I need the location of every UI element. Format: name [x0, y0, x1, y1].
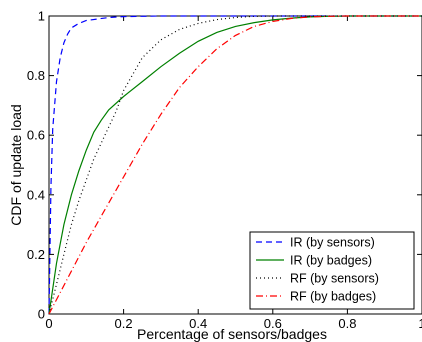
x-tick-label: 0.4	[189, 316, 207, 331]
y-tick-label: 0.4	[27, 187, 45, 202]
legend-label: IR (by sensors)	[290, 236, 375, 250]
series-lines	[48, 15, 422, 315]
legend: IR (by sensors) IR (by badges) RF (by sens…	[249, 231, 415, 310]
x-tick-label: 1	[418, 316, 422, 331]
y-tick-label: 1	[38, 9, 45, 24]
x-tick-label: 0.6	[264, 316, 282, 331]
x-tick-label: 0.8	[338, 316, 356, 331]
series-line-4	[48, 15, 422, 315]
y-tick-label: 0.2	[27, 247, 45, 262]
legend-box	[249, 231, 415, 310]
series-line-2	[48, 15, 422, 315]
legend-label: RF (by sensors)	[290, 272, 379, 286]
y-tick-label: 0.8	[27, 68, 45, 83]
x-tick-label: 0.2	[115, 316, 133, 331]
legend-label: IR (by badges)	[290, 254, 372, 268]
series-line-1	[48, 15, 422, 315]
y-tick-label: 0.6	[27, 128, 45, 143]
series-line-3	[48, 15, 422, 315]
x-axis-label: Percentage of sensors/badges	[137, 326, 327, 342]
axis-ticks: 0 0.2 0.4 0.6 0.8 1 0 0.2 0.4 0.6 0.8 1	[27, 9, 422, 331]
legend-label: RF (by badges)	[290, 290, 376, 304]
y-axis-label: CDF of update load	[8, 104, 24, 225]
x-tick-label: 0	[45, 316, 52, 331]
y-tick-label: 0	[38, 307, 45, 322]
